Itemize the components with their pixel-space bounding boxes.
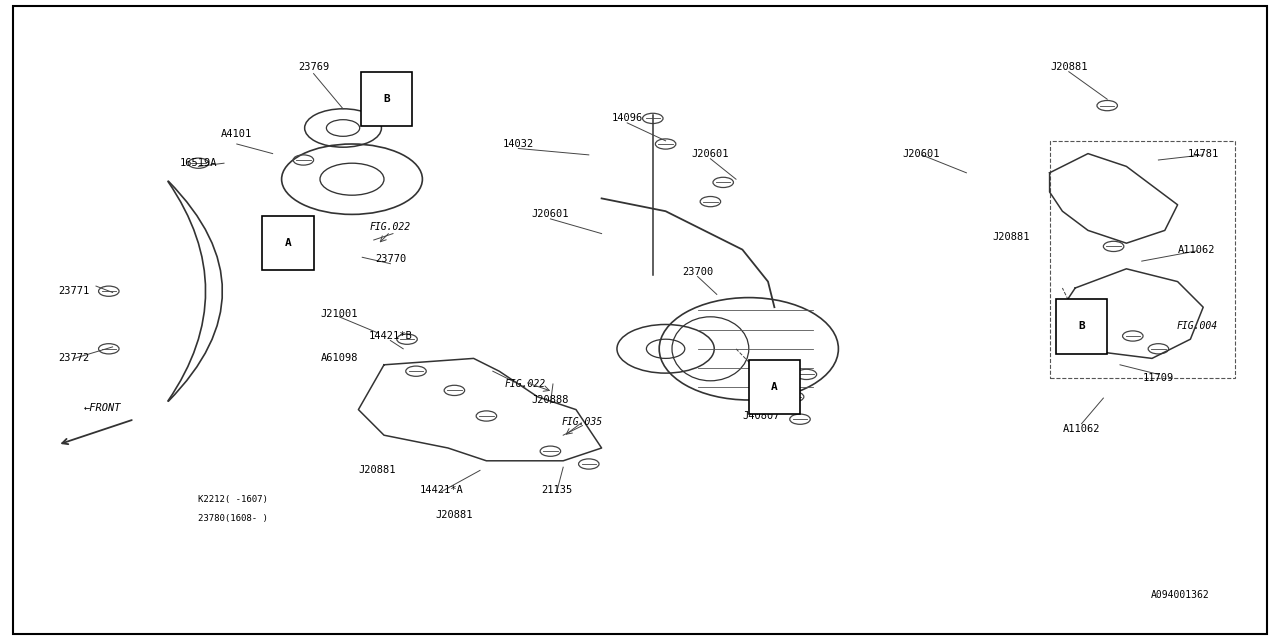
Text: FIG.022: FIG.022	[370, 222, 411, 232]
Text: 23700: 23700	[682, 267, 713, 277]
Text: 14096: 14096	[612, 113, 643, 124]
Text: 11709: 11709	[1143, 372, 1174, 383]
Text: A4101: A4101	[221, 129, 252, 140]
Text: A: A	[771, 382, 778, 392]
Text: J20888: J20888	[531, 395, 570, 405]
Text: A61098: A61098	[320, 353, 358, 364]
Text: 14781: 14781	[1188, 148, 1219, 159]
Text: 23771: 23771	[59, 286, 90, 296]
Text: J20601: J20601	[902, 148, 941, 159]
Text: J20881: J20881	[1050, 62, 1088, 72]
Text: 14421*A: 14421*A	[420, 484, 463, 495]
Text: J20601: J20601	[531, 209, 570, 220]
Text: J20881: J20881	[992, 232, 1030, 242]
Text: 14032: 14032	[503, 139, 534, 149]
Text: 23772: 23772	[59, 353, 90, 364]
Text: 16519A: 16519A	[179, 158, 218, 168]
Text: FIG.022: FIG.022	[504, 379, 545, 389]
Text: J20881: J20881	[358, 465, 397, 476]
Text: 14421*B: 14421*B	[369, 331, 412, 341]
Text: A11062: A11062	[1062, 424, 1101, 434]
Text: 21135: 21135	[541, 484, 572, 495]
Text: FIG.035: FIG.035	[562, 417, 603, 428]
Text: 23769: 23769	[298, 62, 329, 72]
Text: J20601: J20601	[691, 148, 730, 159]
Text: J20881: J20881	[435, 510, 474, 520]
Text: B: B	[383, 94, 390, 104]
Text: J40807: J40807	[742, 411, 781, 421]
Text: A094001362: A094001362	[1151, 590, 1210, 600]
Text: 23780(1608- ): 23780(1608- )	[198, 514, 269, 523]
Text: B: B	[1078, 321, 1085, 332]
Text: A: A	[284, 238, 292, 248]
Text: 23770: 23770	[375, 254, 406, 264]
Text: ←FRONT: ←FRONT	[83, 403, 122, 413]
Text: FIG.004: FIG.004	[1176, 321, 1217, 332]
Text: A11062: A11062	[1178, 244, 1216, 255]
Text: J21001: J21001	[320, 308, 358, 319]
Text: K2212( -1607): K2212( -1607)	[198, 495, 269, 504]
